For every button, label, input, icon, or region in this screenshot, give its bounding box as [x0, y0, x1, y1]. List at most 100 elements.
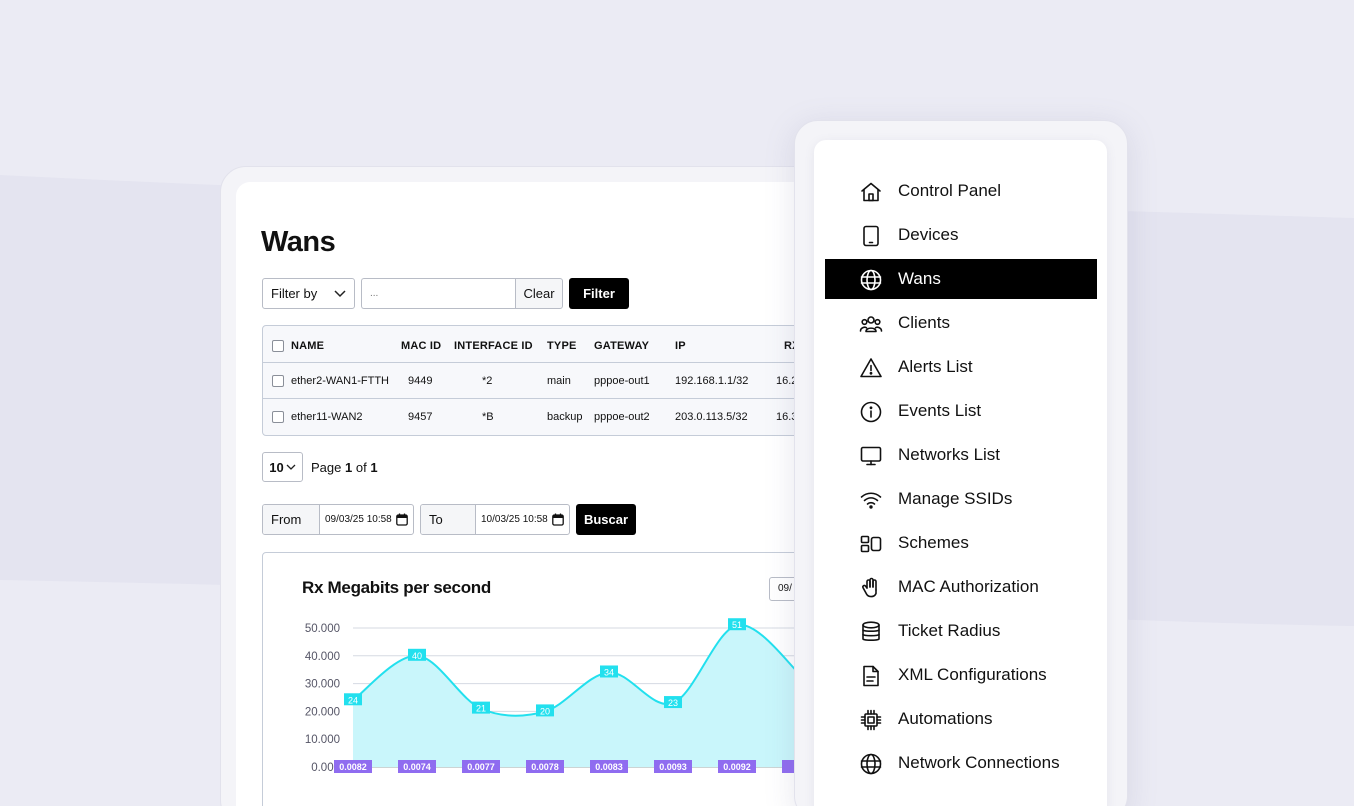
bottom-label-box [334, 760, 372, 773]
menu-item-devices[interactable]: Devices [825, 215, 1097, 255]
bottom-label-box [462, 760, 500, 773]
cell-mac-id: 9457 [408, 410, 433, 423]
hand-icon [862, 577, 877, 598]
menu-item-label: Network Connections [898, 753, 1060, 772]
y-tick-label: 40.000 [305, 651, 340, 663]
menu-item-alerts-list[interactable]: Alerts List [825, 347, 1097, 387]
chevron-down-icon [334, 289, 346, 297]
clear-button[interactable]: Clear [515, 278, 563, 309]
data-label: 21 [476, 704, 486, 714]
info-icon [860, 401, 882, 423]
menu-item-clients[interactable]: Clients [825, 303, 1097, 343]
filter-by-select[interactable]: Filter by [262, 278, 355, 309]
page-indicator: Page 1 of 1 [311, 460, 378, 475]
cell-rx: 16.3 [776, 410, 798, 423]
filter-bar: Filter by Clear Filter [262, 278, 629, 310]
column-header[interactable]: GATEWAY [594, 340, 650, 352]
y-tick-label: 0.000 [311, 762, 340, 774]
menu-item-ticket-radius[interactable]: Ticket Radius [825, 611, 1097, 651]
data-label: 51 [732, 620, 742, 630]
to-date-input[interactable]: 10/03/25 10:58 [476, 505, 569, 534]
cell-name: ether2-WAN1-FTTH [291, 374, 389, 387]
data-label: 34 [604, 667, 614, 677]
from-date-group: From 09/03/25 10:58 [262, 504, 414, 535]
cell-type: backup [547, 410, 583, 423]
pagination: 10 Page 1 of 1 [262, 452, 378, 482]
data-label-box [408, 648, 426, 661]
menu-item-label: Control Panel [898, 181, 1002, 200]
globe-icon [860, 269, 882, 291]
menu-item-label: Manage SSIDs [898, 489, 1013, 508]
table-row[interactable]: ether11-WAN2 9457 *B backup pppoe-out2 2… [263, 398, 820, 434]
column-header[interactable]: INTERFACE ID [454, 340, 533, 352]
menu-item-label: Wans [898, 269, 941, 288]
menu-item-mac-authorization[interactable]: MAC Authorization [825, 567, 1097, 607]
menu-item-events-list[interactable]: Events List [825, 391, 1097, 431]
menu-item-manage-ssids[interactable]: Manage SSIDs [825, 479, 1097, 519]
cell-type: main [547, 374, 571, 387]
menu-item-label: Schemes [898, 533, 969, 552]
page-title: Wans [261, 226, 336, 258]
menu-item-network-connections[interactable]: Network Connections [825, 743, 1097, 783]
area-fill [353, 624, 801, 767]
side-menu [814, 140, 1107, 806]
date-range-bar: From 09/03/25 10:58 To 10/03/25 10:58 Bu… [262, 504, 636, 535]
warning-icon [860, 358, 882, 378]
bottom-label-box [398, 760, 436, 773]
menu-item-xml-configurations[interactable]: XML Configurations [825, 655, 1097, 695]
menu-item-networks-list[interactable]: Networks List [825, 435, 1097, 475]
column-header[interactable]: TYPE [547, 340, 577, 352]
data-label-box [600, 665, 618, 678]
bottom-data-label: 0.0092 [723, 762, 751, 772]
menu-item-label: Networks List [898, 445, 1001, 464]
menu-item-schemes[interactable]: Schemes [825, 523, 1097, 563]
menu-item-label: Clients [898, 313, 950, 332]
current-page: 1 [345, 459, 353, 475]
bottom-data-label: 0.0077 [467, 762, 495, 772]
calendar-icon[interactable] [552, 513, 564, 526]
search-group: Clear [361, 278, 563, 309]
menu-item-label: Events List [898, 401, 982, 420]
menu-item-label: Alerts List [898, 357, 973, 376]
wans-table: NAME MAC ID INTERFACE ID TYPE GATEWAY IP… [262, 325, 820, 436]
of-label: of [355, 459, 367, 475]
row-checkbox[interactable] [272, 410, 284, 423]
filter-button[interactable]: Filter [569, 278, 629, 309]
chevron-down-icon [286, 464, 296, 470]
row-checkbox[interactable] [272, 374, 284, 387]
tablet-icon [863, 225, 879, 247]
calendar-icon[interactable] [396, 513, 408, 526]
total-pages: 1 [370, 459, 378, 475]
cell-interface-id: *B [482, 410, 494, 423]
chip-icon [860, 709, 882, 731]
data-label-box [664, 696, 682, 709]
column-header[interactable]: IP [675, 340, 686, 352]
monitor-icon [860, 446, 882, 466]
users-icon [859, 316, 883, 333]
column-header[interactable]: NAME [291, 340, 325, 352]
globe-icon [860, 753, 882, 775]
bottom-label-box [718, 760, 756, 773]
data-label-box [728, 618, 746, 631]
search-button[interactable]: Buscar [576, 504, 636, 535]
menu-item-control-panel[interactable]: Control Panel [825, 171, 1097, 211]
cell-mac-id: 9449 [408, 374, 433, 387]
page-size-select[interactable]: 10 [262, 452, 303, 482]
y-tick-label: 50.000 [305, 623, 340, 635]
menu-item-wans[interactable]: Wans [825, 259, 1097, 299]
bottom-data-label: 0.0083 [595, 762, 623, 772]
from-date-input[interactable]: 09/03/25 10:58 [320, 505, 413, 534]
table-row[interactable]: ether2-WAN1-FTTH 9449 *2 main pppoe-out1… [263, 362, 820, 398]
bottom-data-label: 0.0093 [659, 762, 687, 772]
from-date-value: 09/03/25 10:58 [325, 514, 392, 525]
filter-input[interactable] [361, 278, 515, 309]
column-header[interactable]: MAC ID [401, 340, 442, 352]
rx-chart: 0.000 10.000 20.000 30.000 40.000 50.000 24 40 2… [305, 618, 820, 774]
data-label: 23 [668, 698, 678, 708]
menu-item-automations[interactable]: Automations [825, 699, 1097, 739]
bottom-label-box [654, 760, 692, 773]
select-all-checkbox[interactable] [272, 340, 284, 352]
filter-by-label: Filter by [271, 286, 318, 301]
cell-ip: 203.0.113.5/32 [675, 410, 748, 423]
chart-title: Rx Megabits per second [302, 578, 491, 597]
